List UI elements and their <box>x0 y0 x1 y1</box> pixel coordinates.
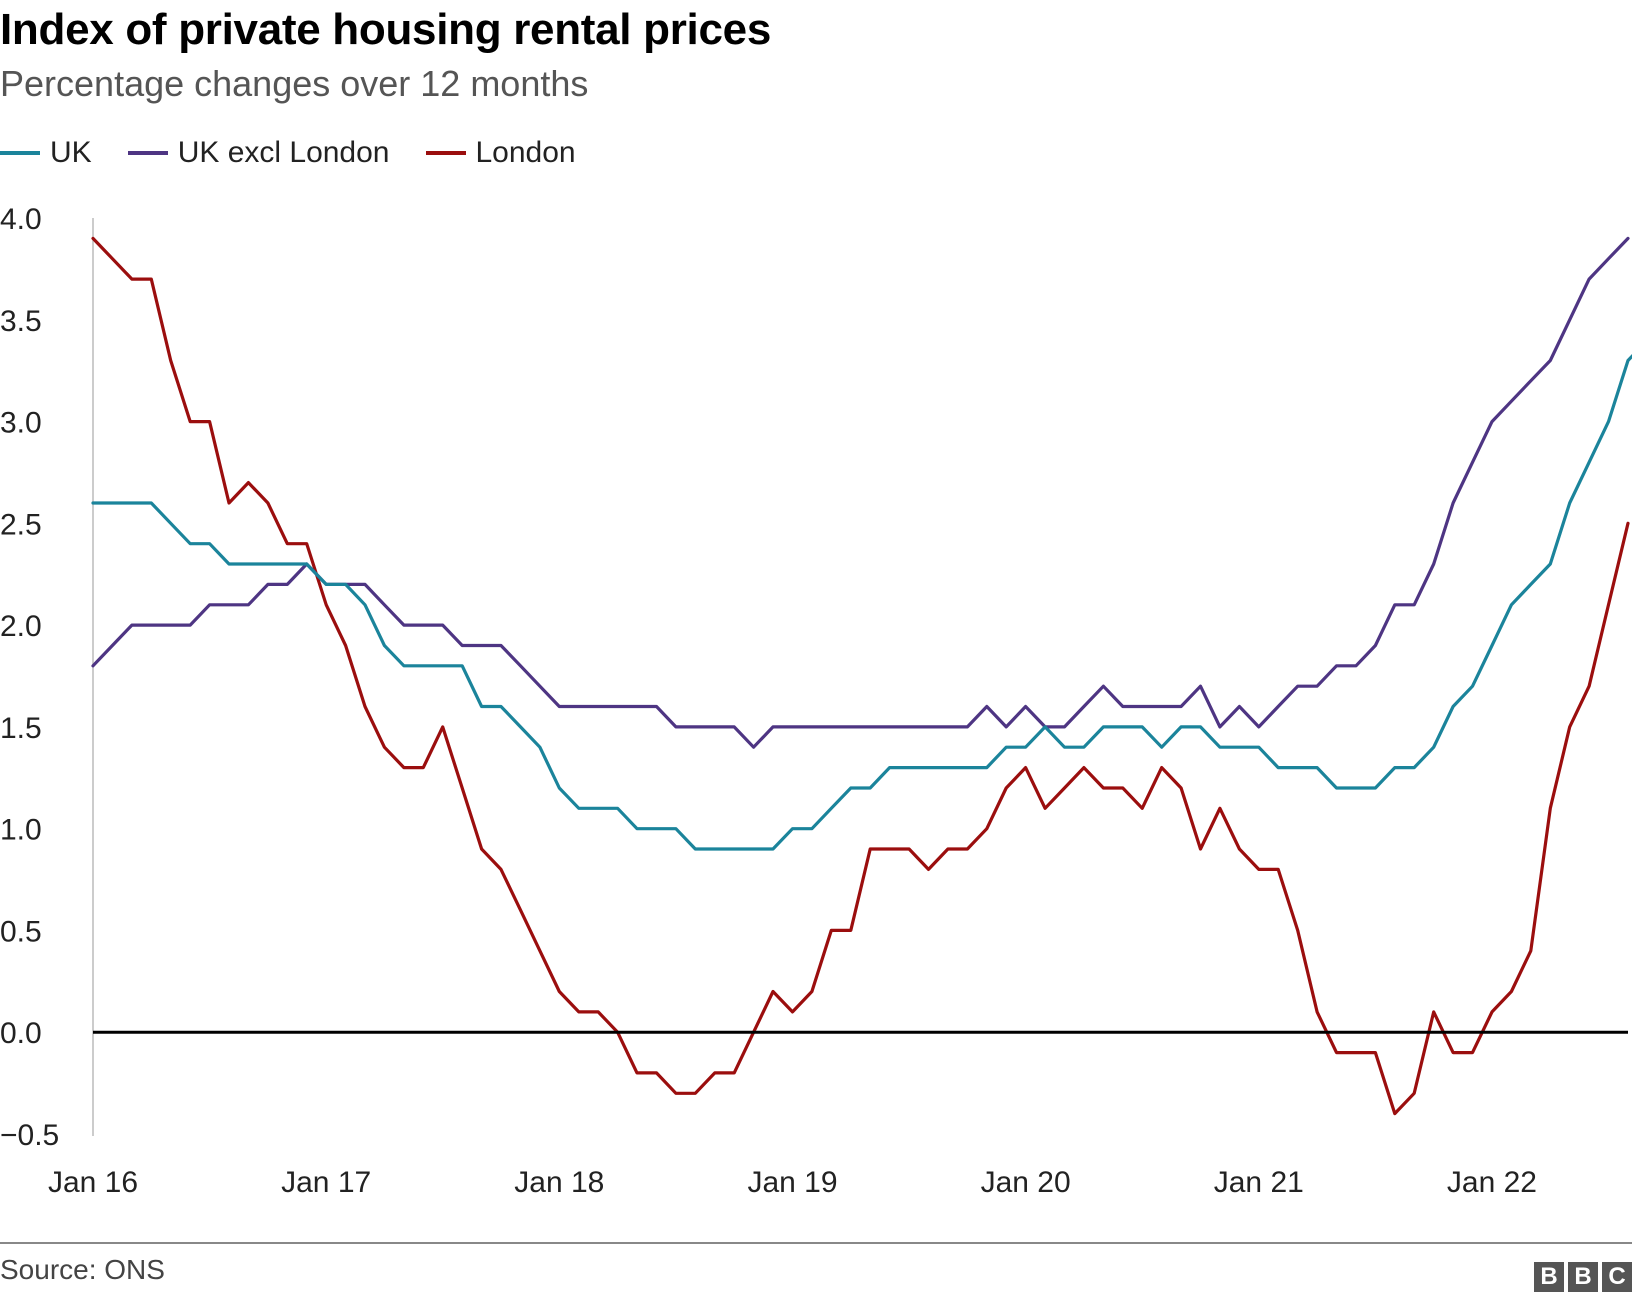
bbc-logo: B B C <box>1530 1262 1632 1292</box>
chart-title: Index of private housing rental prices <box>0 5 771 54</box>
legend-label-uk-excl-london: UK excl London <box>177 136 390 169</box>
legend-label-london: London <box>475 136 576 169</box>
x-tick-label: Jan 19 <box>747 1166 837 1199</box>
legend-item-uk: UK <box>0 136 92 170</box>
y-tick-label: 1.0 <box>0 814 42 847</box>
y-tick-label: 3.5 <box>0 305 42 338</box>
series-line-uk-excl-london <box>91 236 1630 749</box>
x-tick-label: Jan 20 <box>981 1166 1071 1199</box>
series-line-london <box>91 236 1630 1116</box>
y-tick-label: 0.0 <box>0 1017 42 1050</box>
legend-swatch-uk-excl-london <box>127 151 168 155</box>
x-tick-label: Jan 18 <box>514 1166 604 1199</box>
y-tick-label: 2.0 <box>0 610 42 643</box>
legend-label-uk: UK <box>50 136 92 169</box>
bbc-logo-letter-1: B <box>1534 1262 1564 1292</box>
x-tick-label: Jan 22 <box>1447 1166 1537 1199</box>
bbc-logo-letter-3: C <box>1602 1262 1632 1292</box>
y-tick-label: 3.0 <box>0 407 42 440</box>
x-tick-label: Jan 16 <box>48 1166 138 1199</box>
y-tick-label: 2.5 <box>0 508 42 541</box>
bbc-logo-letter-2: B <box>1568 1262 1598 1292</box>
chart-subtitle: Percentage changes over 12 months <box>0 63 589 104</box>
legend-swatch-london <box>425 151 466 155</box>
x-tick-label: Jan 21 <box>1214 1166 1304 1199</box>
y-tick-label: 1.5 <box>0 712 42 745</box>
y-tick-label: 0.5 <box>0 915 42 948</box>
legend-item-london: London <box>425 136 576 170</box>
source-note: Source: ONS <box>0 1254 165 1285</box>
chart-legend: UK UK excl London London <box>0 133 612 173</box>
legend-swatch-uk <box>0 151 40 155</box>
footer-divider <box>0 1242 1632 1244</box>
y-tick-label: −0.5 <box>0 1119 59 1152</box>
series-line-uk <box>91 353 1632 851</box>
y-tick-label: 4.0 <box>0 203 42 236</box>
x-tick-label: Jan 17 <box>281 1166 371 1199</box>
legend-item-uk-excl-london: UK excl London <box>127 136 390 170</box>
